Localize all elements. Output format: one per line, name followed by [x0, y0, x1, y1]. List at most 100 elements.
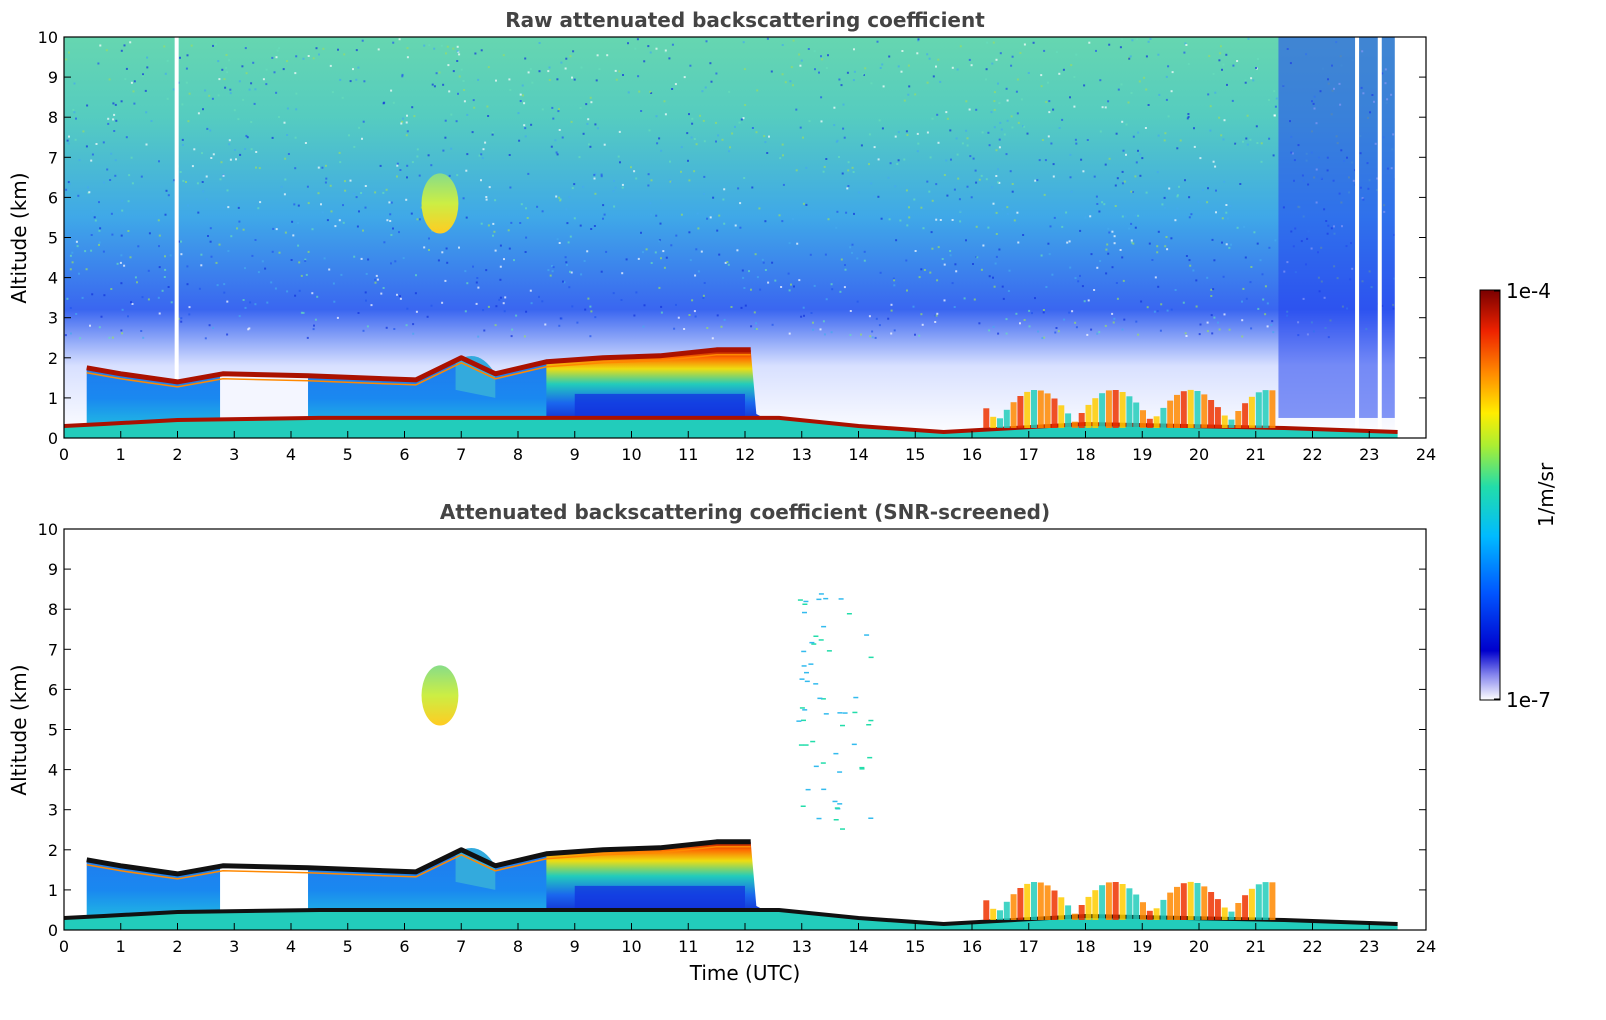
x-tick-label: 22 [1302, 937, 1322, 956]
x-tick-label: 14 [848, 937, 868, 956]
x-tick-label: 16 [962, 445, 982, 464]
plot-area [64, 37, 1399, 438]
x-axis-ticks: 0 1 2 3 4 5 6 7 8 9 10 11 12 13 14 15 16 17 18 19 20 21 22 23 24 [59, 923, 1436, 956]
x-tick-label: 21 [1246, 937, 1266, 956]
x-tick-label: 18 [1075, 937, 1095, 956]
colorbar: 1e-4 1e-7 1/m/sr [1479, 279, 1558, 712]
x-tick-label: 3 [229, 445, 239, 464]
screened-backscatter-panel: Attenuated backscattering coefficient (S… [7, 500, 1436, 985]
x-tick-label: 6 [399, 445, 409, 464]
y-tick-label: 3 [48, 801, 58, 820]
x-tick-label: 10 [621, 445, 641, 464]
panel-title: Attenuated backscattering coefficient (S… [440, 500, 1050, 524]
data-gap [174, 37, 179, 438]
x-tick-label: 13 [792, 445, 812, 464]
x-tick-label: 12 [735, 937, 755, 956]
x-tick-label: 13 [792, 937, 812, 956]
x-tick-label: 5 [343, 445, 353, 464]
x-tick-label: 23 [1359, 937, 1379, 956]
mid-level-cloud [421, 665, 459, 726]
x-tick-label: 1 [116, 937, 126, 956]
x-tick-label: 24 [1416, 937, 1436, 956]
x-tick-label: 18 [1075, 445, 1095, 464]
x-tick-label: 15 [905, 937, 925, 956]
x-tick-label: 5 [343, 937, 353, 956]
y-tick-label: 8 [48, 600, 58, 619]
data-gap [1394, 37, 1399, 438]
data-gap [1355, 37, 1360, 438]
y-tick-label: 8 [48, 108, 58, 127]
y-tick-label: 2 [48, 349, 58, 368]
y-tick-label: 5 [48, 721, 58, 740]
x-tick-label: 20 [1189, 445, 1209, 464]
x-tick-label: 17 [1019, 445, 1039, 464]
y-tick-label: 0 [48, 921, 58, 940]
y-axis-label: Altitude (km) [7, 664, 31, 795]
x-tick-label: 2 [172, 445, 182, 464]
y-tick-label: 9 [48, 560, 58, 579]
x-tick-label: 22 [1302, 445, 1322, 464]
x-tick-label: 4 [286, 445, 296, 464]
x-tick-label: 11 [678, 937, 698, 956]
colorbar-max-label: 1e-4 [1506, 279, 1551, 303]
x-tick-label: 0 [59, 445, 69, 464]
y-tick-label: 1 [48, 881, 58, 900]
y-tick-label: 6 [48, 188, 58, 207]
x-tick-label: 15 [905, 445, 925, 464]
x-tick-label: 1 [116, 445, 126, 464]
plot-area [64, 593, 1398, 930]
convective-cells [983, 881, 1276, 920]
mid-level-cloud [421, 173, 459, 234]
raw-backscatter-panel: Raw attenuated backscattering coefficien… [7, 8, 1436, 464]
x-tick-label: 6 [399, 937, 409, 956]
x-tick-label: 19 [1132, 937, 1152, 956]
x-tick-label: 23 [1359, 445, 1379, 464]
surface-layer [64, 417, 1398, 438]
x-tick-label: 3 [229, 937, 239, 956]
x-axis-ticks: 0 1 2 3 4 5 6 7 8 9 10 11 12 13 14 15 16 17 18 19 20 21 22 23 24 [59, 431, 1436, 464]
x-tick-label: 24 [1416, 445, 1436, 464]
x-tick-label: 19 [1132, 445, 1152, 464]
convective-cells [983, 389, 1276, 428]
boundary-layer-top-edge [86, 354, 751, 388]
y-tick-label: 7 [48, 640, 58, 659]
x-tick-label: 7 [456, 937, 466, 956]
boundary-layer-top-edge [86, 846, 751, 880]
x-axis-label: Time (UTC) [689, 961, 801, 985]
x-tick-label: 21 [1246, 445, 1266, 464]
x-tick-label: 2 [172, 937, 182, 956]
surface-layer [64, 910, 1398, 930]
y-tick-label: 4 [48, 761, 58, 780]
x-tick-label: 9 [570, 445, 580, 464]
y-tick-label: 4 [48, 269, 58, 288]
x-tick-label: 10 [621, 937, 641, 956]
x-tick-label: 4 [286, 937, 296, 956]
y-tick-label: 6 [48, 680, 58, 699]
sparse-detections [796, 593, 874, 830]
colorbar-unit-label: 1/m/sr [1534, 462, 1558, 527]
x-tick-label: 7 [456, 445, 466, 464]
x-tick-label: 16 [962, 937, 982, 956]
x-tick-label: 9 [570, 937, 580, 956]
y-tick-label: 10 [38, 28, 58, 47]
x-tick-label: 12 [735, 445, 755, 464]
x-tick-label: 8 [513, 445, 523, 464]
data-gap [1377, 37, 1382, 438]
boundary-layer-top [86, 839, 751, 877]
y-tick-label: 1 [48, 389, 58, 408]
x-tick-label: 11 [678, 445, 698, 464]
y-tick-label: 2 [48, 841, 58, 860]
x-tick-label: 17 [1019, 937, 1039, 956]
x-tick-label: 0 [59, 937, 69, 956]
y-axis-label: Altitude (km) [7, 172, 31, 303]
x-tick-label: 20 [1189, 937, 1209, 956]
colorbar-gradient [1479, 289, 1501, 701]
x-tick-label: 8 [513, 937, 523, 956]
colorbar-min-label: 1e-7 [1506, 688, 1551, 712]
y-tick-label: 9 [48, 68, 58, 87]
boundary-layer-top [86, 347, 751, 385]
y-axis-ticks: 0 1 2 3 4 5 6 7 8 9 10 [38, 28, 1426, 448]
y-tick-label: 3 [48, 309, 58, 328]
x-tick-label: 14 [848, 445, 868, 464]
y-axis-ticks: 0 1 2 3 4 5 6 7 8 9 10 [38, 520, 1426, 940]
